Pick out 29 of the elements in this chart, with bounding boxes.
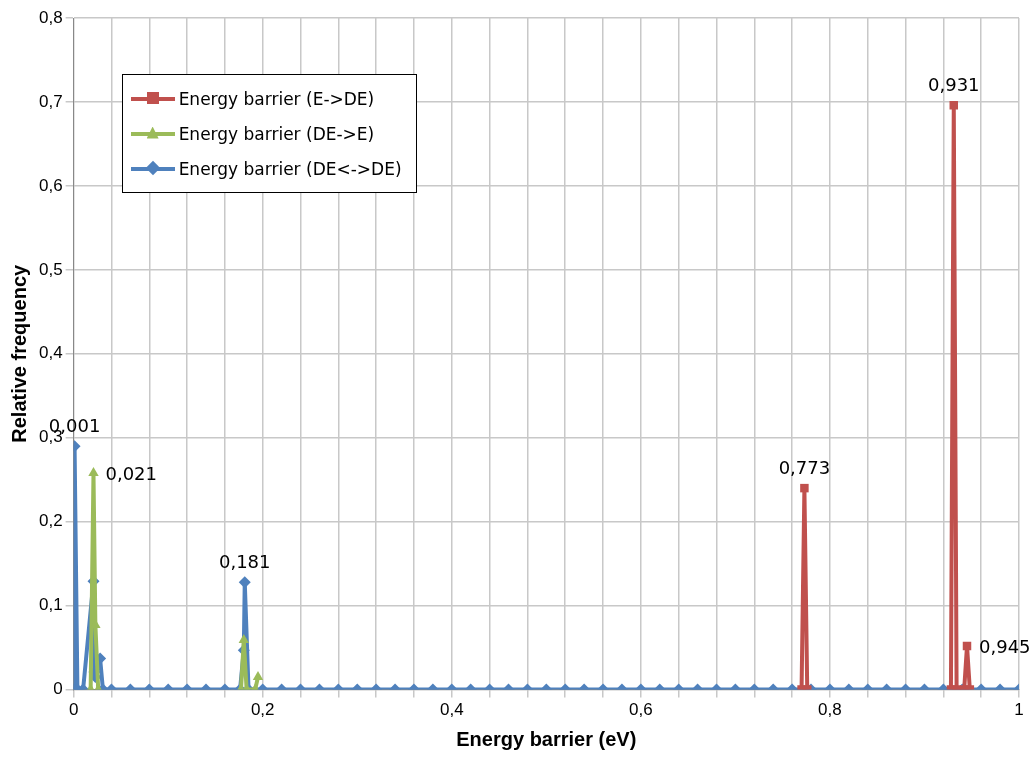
x-tick-label: 0,2 [250, 700, 275, 720]
legend-label: Energy barrier (E->DE) [178, 88, 375, 109]
y-tick-label: 0 [53, 679, 63, 699]
point [800, 483, 809, 493]
annotation: 0,931 [928, 73, 980, 95]
x-tick-label: 0,8 [818, 700, 842, 720]
legend-label: Energy barrier (DE<->DE) [178, 158, 402, 179]
point [949, 101, 959, 110]
legend-label: Energy barrier (DE->E) [178, 123, 375, 144]
x-axis-title: Energy barrier (eV) [456, 727, 637, 750]
x-tick-label: 0 [68, 700, 79, 720]
x-tick-label: 0,6 [629, 700, 653, 720]
annotation: 0,945 [979, 635, 1031, 657]
y-tick-label: 0,4 [38, 343, 63, 363]
y-axis-title: Relative frequency [7, 264, 30, 443]
y-tick-label: 0,7 [38, 91, 63, 111]
y-tick-label: 0,5 [38, 259, 63, 279]
annotation: 0,773 [778, 456, 831, 478]
annotation: 0,021 [105, 462, 158, 484]
y-tick-label: 0,2 [38, 511, 63, 531]
y-tick-label: 0,6 [38, 175, 63, 195]
x-tick-label: 1 [1014, 700, 1024, 720]
point [238, 634, 249, 644]
y-tick-label: 0,8 [38, 7, 63, 27]
y-tick-label: 0,1 [38, 595, 63, 615]
annotation: 0,181 [218, 550, 271, 572]
point [88, 467, 99, 477]
point [252, 671, 264, 681]
x-tick-label: 0,4 [439, 700, 464, 720]
